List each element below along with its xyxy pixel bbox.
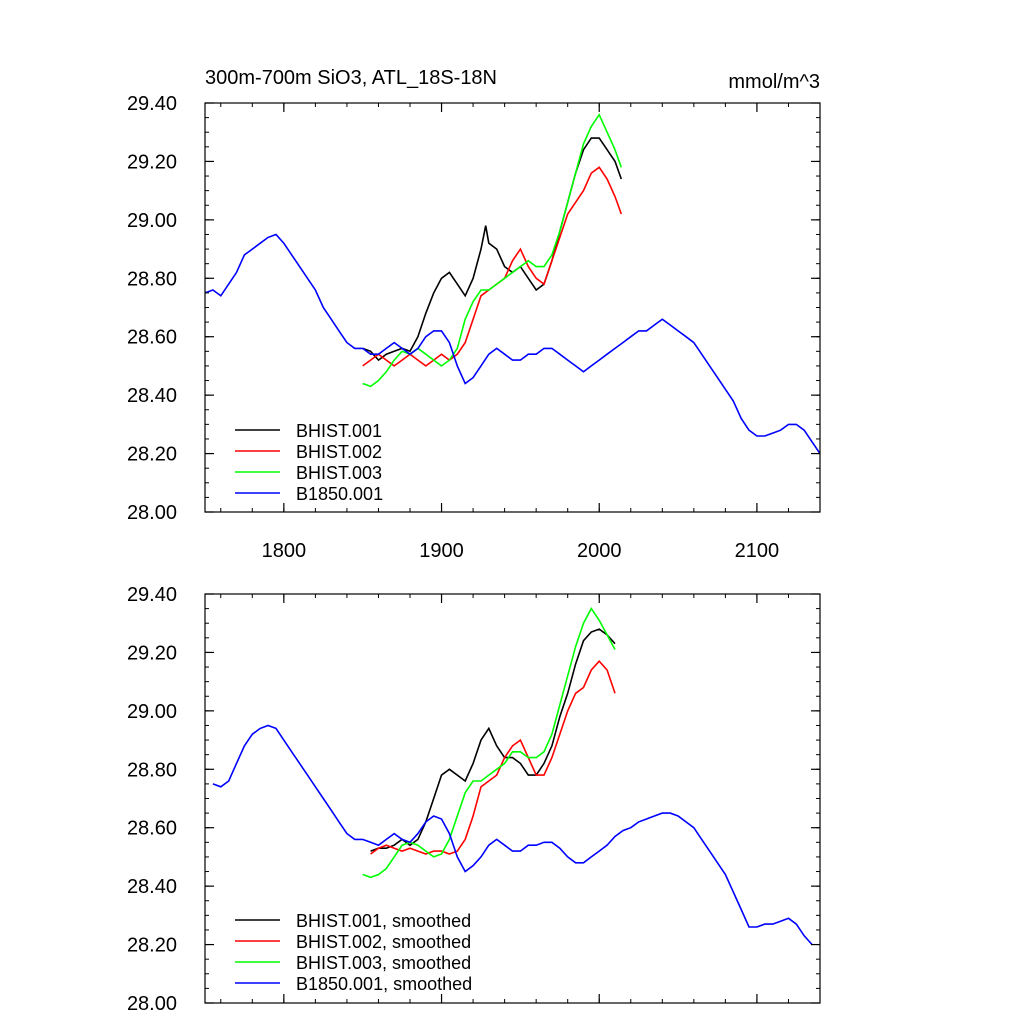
y-tick-label: 28.80 <box>127 268 177 290</box>
chart-title: 300m-700m SiO3, ATL_18S-18N <box>205 67 497 89</box>
series-line-1 <box>370 660 616 855</box>
units-label: mmol/m^3 <box>728 71 820 93</box>
legend-label: B1850.001 <box>296 484 383 504</box>
bottom-panel: 28.00 28.20 28.40 28.60 28.80 29.00 29.20 29.40… <box>127 584 821 1015</box>
legend-label: BHIST.003 <box>296 463 382 483</box>
y-tick-label: 28.60 <box>127 327 177 349</box>
legend-label: BHIST.002 <box>296 442 382 462</box>
y-tick-label: 28.80 <box>127 759 177 781</box>
legend-label: BHIST.002, smoothed <box>296 932 471 952</box>
y-tick-label: 29.00 <box>127 210 177 232</box>
series-line-3 <box>212 724 813 946</box>
y-tick-label: 29.40 <box>127 93 177 115</box>
y-tick-label: 28.20 <box>127 935 177 957</box>
series-line-0 <box>370 628 616 852</box>
series-line-0 <box>362 137 623 362</box>
y-tick-label: 29.20 <box>127 151 177 173</box>
legend-label: BHIST.001 <box>296 421 382 441</box>
y-tick-label: 29.40 <box>127 584 177 606</box>
y-tick-label: 28.40 <box>127 385 177 407</box>
x-tick-label: 1900 <box>419 540 464 562</box>
legend-label: BHIST.001, smoothed <box>296 911 471 931</box>
x-tick-label: 1800 <box>262 540 307 562</box>
series-line-2 <box>362 113 623 388</box>
legend-label: B1850.001, smoothed <box>296 974 472 994</box>
top-panel: 28.00 28.20 28.40 28.60 28.80 29.00 29.20 29.40… <box>127 93 821 562</box>
y-tick-label: 29.00 <box>127 701 177 723</box>
x-tick-label: 2100 <box>735 540 780 562</box>
legend-label: BHIST.003, smoothed <box>296 953 471 973</box>
y-tick-label: 28.60 <box>127 818 177 840</box>
y-tick-label: 28.00 <box>127 502 177 524</box>
y-tick-label: 29.20 <box>127 642 177 664</box>
y-tick-label: 28.40 <box>127 876 177 898</box>
series-line-3 <box>204 233 821 455</box>
x-tick-label: 2000 <box>577 540 622 562</box>
series-line-1 <box>362 166 623 367</box>
series-line-2 <box>362 607 616 879</box>
y-tick-label: 28.00 <box>127 993 177 1015</box>
y-tick-label: 28.20 <box>127 444 177 466</box>
